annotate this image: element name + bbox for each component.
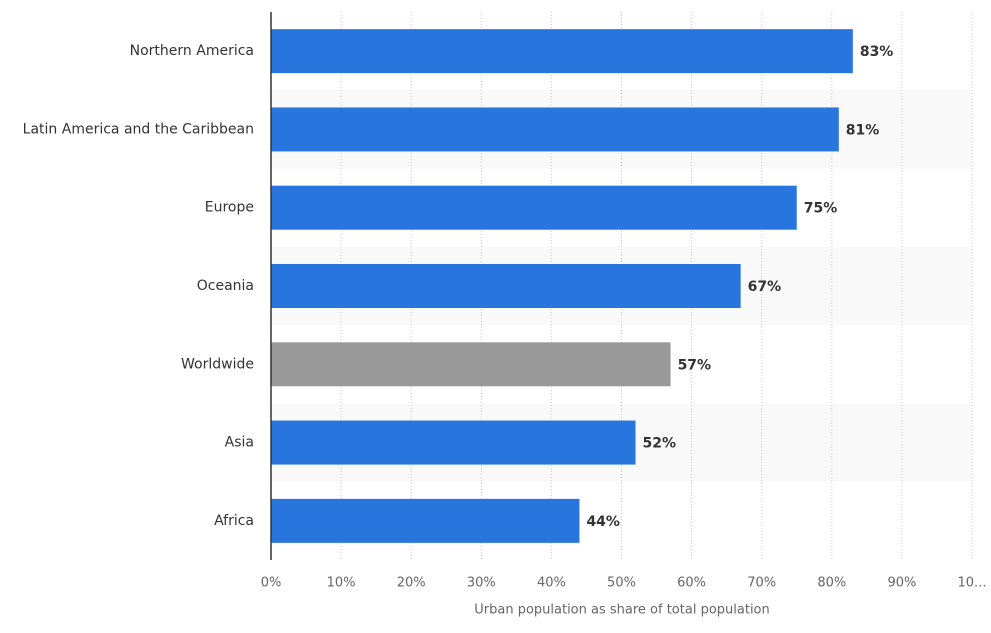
x-tick-label: 30% (467, 576, 496, 591)
x-tick-label: 70% (747, 576, 776, 591)
x-axis-label: Urban population as share of total popul… (474, 603, 770, 618)
x-tick-label: 10% (327, 576, 356, 591)
y-tick-label: Europe (205, 200, 254, 216)
value-label: 57% (678, 357, 712, 373)
y-tick-label: Oceania (197, 278, 254, 294)
bar (271, 420, 636, 465)
y-tick-label: Latin America and the Caribbean (23, 121, 254, 137)
bar (271, 107, 839, 152)
value-label: 44% (586, 514, 620, 530)
value-label: 75% (804, 201, 838, 217)
x-tick-label: 90% (887, 576, 916, 591)
value-label: 83% (860, 44, 894, 60)
y-tick-label: Africa (214, 513, 254, 529)
bar (271, 342, 671, 387)
x-tick-label: 60% (677, 576, 706, 591)
value-label: 52% (643, 436, 677, 452)
x-tick-label: 0% (261, 576, 282, 591)
bar (271, 29, 853, 74)
x-tick-label: 80% (817, 576, 846, 591)
bar (271, 264, 741, 308)
value-label: 81% (846, 122, 880, 138)
y-tick-label: Worldwide (181, 356, 254, 372)
x-tick-label: 40% (537, 576, 566, 591)
y-tick-label: Asia (225, 435, 254, 451)
value-label: 67% (748, 279, 782, 295)
bar (271, 185, 797, 230)
y-tick-label: Northern America (130, 43, 254, 59)
bar (271, 498, 580, 543)
x-tick-label: 50% (607, 576, 636, 591)
x-tick-label: 10... (958, 576, 987, 591)
x-tick-label: 20% (397, 576, 426, 591)
